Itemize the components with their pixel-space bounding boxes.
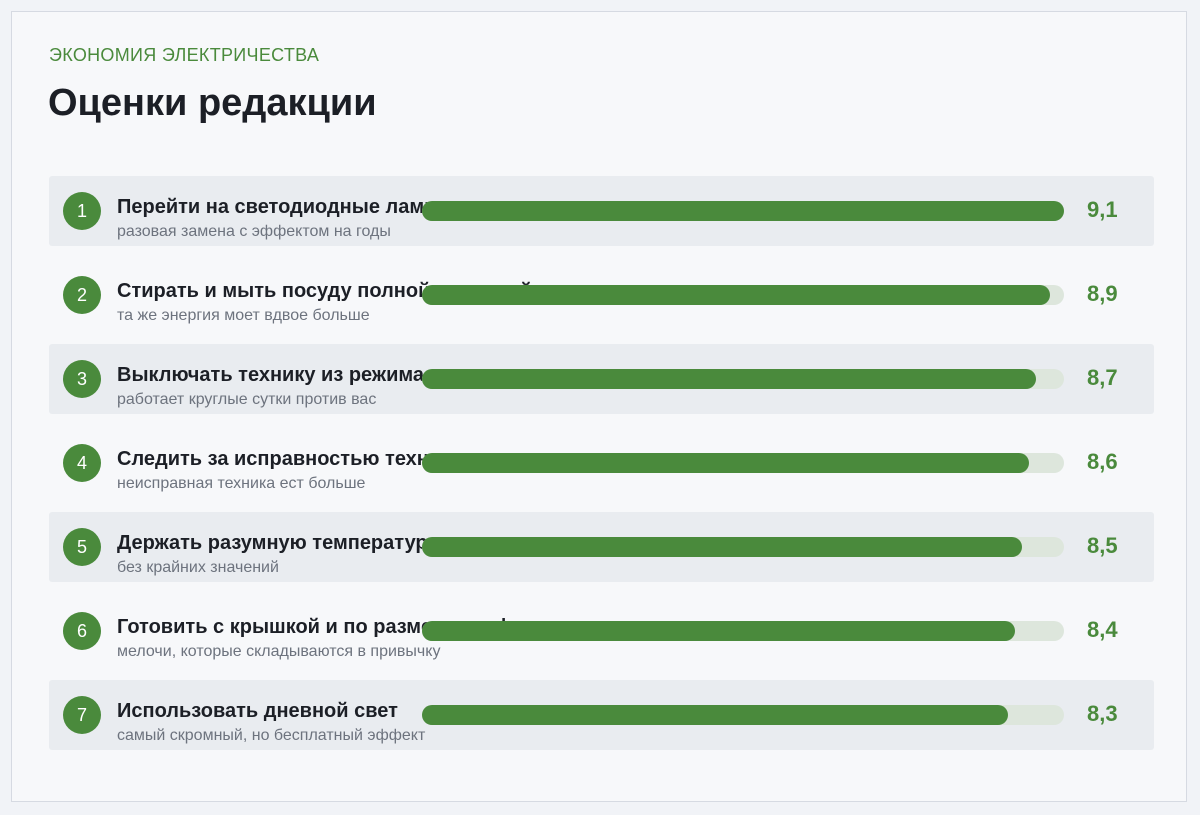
rating-label: Следить за исправностью техники (117, 448, 464, 470)
rating-value: 8,9 (1087, 281, 1118, 306)
rank-badge: 7 (63, 696, 101, 734)
bar-track (422, 705, 1064, 725)
bar-fill (422, 453, 1029, 473)
bar-track (422, 285, 1064, 305)
rating-value: 8,3 (1087, 701, 1118, 726)
rating-value: 8,7 (1087, 365, 1118, 390)
rating-row: 6 Готовить с крышкой и по размеру конфорк… (49, 596, 1154, 666)
rating-sublabel: разовая замена с эффектом на годы (117, 223, 391, 240)
rating-row: 5 Держать разумную температуру без крайних… (49, 512, 1154, 582)
bar-track (422, 621, 1064, 641)
rank-badge: 2 (63, 276, 101, 314)
rating-sublabel: мелочи, которые складываются в привычку (117, 643, 441, 660)
rating-sublabel: неисправная техника ест больше (117, 475, 366, 492)
eyebrow-label: ЭКОНОМИЯ ЭЛЕКТРИЧЕСТВА (49, 45, 320, 65)
bar-fill (422, 621, 1015, 641)
rating-value: 8,5 (1087, 533, 1118, 558)
bar-fill (422, 705, 1008, 725)
rating-row: 4 Следить за исправностью техники неисправ… (49, 428, 1154, 498)
bar-fill (422, 369, 1036, 389)
rating-label: Перейти на светодиодные лампы (117, 196, 454, 218)
bar-fill (422, 285, 1050, 305)
rank-badge: 1 (63, 192, 101, 230)
rating-sublabel: без крайних значений (117, 559, 279, 576)
bar-track (422, 369, 1064, 389)
rating-row: 1 Перейти на светодиодные лампы разовая за… (49, 176, 1154, 246)
rating-label: Использовать дневной свет (117, 700, 398, 722)
ratings-chart: 1 Перейти на светодиодные лампы разовая за… (49, 176, 1154, 764)
rating-value: 8,6 (1087, 449, 1118, 474)
rating-row: 7 Использовать дневной свет самый скромный… (49, 680, 1154, 750)
rating-label: Держать разумную температуру (117, 532, 439, 554)
bar-fill (422, 201, 1064, 221)
rating-row: 3 Выключать технику из режима ожидания раб… (49, 344, 1154, 414)
page-title: Оценки редакции (48, 82, 377, 124)
rating-sublabel: работает круглые сутки против вас (117, 391, 377, 408)
rating-row: 2 Стирать и мыть посуду полной загрузкой т… (49, 260, 1154, 330)
rank-badge: 5 (63, 528, 101, 566)
rank-badge: 3 (63, 360, 101, 398)
rank-badge: 4 (63, 444, 101, 482)
rating-sublabel: самый скромный, но бесплатный эффект (117, 727, 426, 744)
rating-value: 8,4 (1087, 617, 1118, 642)
rating-value: 9,1 (1087, 197, 1118, 222)
rank-badge: 6 (63, 612, 101, 650)
bar-fill (422, 537, 1022, 557)
bar-track (422, 453, 1064, 473)
bar-track (422, 537, 1064, 557)
rating-sublabel: та же энергия моет вдвое больше (117, 307, 370, 324)
bar-track (422, 201, 1064, 221)
ratings-card: ЭКОНОМИЯ ЭЛЕКТРИЧЕСТВА Оценки редакции 1… (11, 11, 1187, 802)
